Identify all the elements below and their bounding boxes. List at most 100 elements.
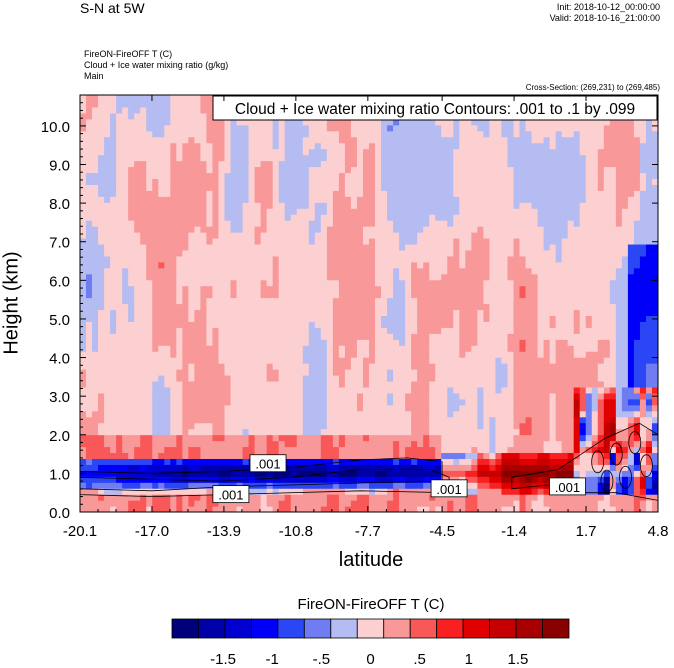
field-cell <box>405 196 412 203</box>
field-cell <box>164 488 171 495</box>
field-cell <box>477 178 484 185</box>
field-cell <box>110 202 117 209</box>
field-cell <box>308 345 316 352</box>
field-cell <box>332 208 340 215</box>
field-cell <box>164 363 171 370</box>
field-cell <box>164 154 171 162</box>
field-cell <box>375 255 382 263</box>
field-cell <box>489 488 497 495</box>
field-cell <box>362 196 370 203</box>
field-cell <box>356 392 364 400</box>
field-cell <box>356 374 364 382</box>
field-cell <box>278 476 286 483</box>
field-cell <box>459 130 466 138</box>
field-cell <box>501 232 509 239</box>
field-cell <box>122 363 129 370</box>
field-cell <box>483 434 491 442</box>
field-cell <box>86 410 93 418</box>
field-cell <box>212 416 220 424</box>
field-cell <box>104 494 111 501</box>
field-cell <box>278 440 286 448</box>
field-cell <box>182 398 189 406</box>
field-cell <box>320 154 328 162</box>
field-cell <box>272 184 280 191</box>
field-cell <box>80 404 87 412</box>
field-cell <box>182 440 189 448</box>
field-cell <box>194 315 202 322</box>
field-cell <box>110 255 117 263</box>
field-cell <box>399 398 406 406</box>
field-cell <box>122 106 129 114</box>
field-cell <box>290 184 298 191</box>
field-cell <box>176 166 183 174</box>
field-cell <box>362 184 370 191</box>
field-cell <box>459 243 466 251</box>
field-cell <box>417 357 424 364</box>
field-cell <box>146 476 153 483</box>
field-cell <box>134 220 141 227</box>
field-cell <box>230 410 238 418</box>
field-cell <box>164 327 171 334</box>
field-cell <box>405 351 412 358</box>
field-cell <box>423 363 430 370</box>
field-cell <box>489 178 497 185</box>
field-cell <box>465 374 472 382</box>
field-cell <box>344 202 352 209</box>
field-cell <box>405 124 412 132</box>
field-cell <box>417 130 424 138</box>
field-cell <box>104 208 111 215</box>
field-cell <box>92 351 99 358</box>
field-cell <box>236 243 244 251</box>
field-cell <box>381 428 388 436</box>
field-cell <box>350 380 358 388</box>
field-cell <box>158 470 165 477</box>
field-cell <box>356 154 364 162</box>
field-cell <box>501 404 509 412</box>
field-cell <box>92 327 99 334</box>
field-cell <box>441 363 448 370</box>
field-cell <box>477 226 484 233</box>
field-cell <box>152 142 159 150</box>
field-cell <box>471 273 478 281</box>
field-cell <box>429 261 436 269</box>
field-cell <box>399 220 406 227</box>
field-cell <box>134 446 141 454</box>
field-cell <box>441 398 448 406</box>
field-cell <box>411 464 418 471</box>
field-cell <box>308 142 316 150</box>
field-cell <box>260 118 268 126</box>
field-cell <box>362 410 370 418</box>
field-cell <box>140 386 147 394</box>
field-cell <box>212 470 220 477</box>
field-cell <box>411 369 418 376</box>
field-cell <box>146 249 153 257</box>
field-cell <box>272 398 280 406</box>
field-cell <box>495 369 503 376</box>
field-cell <box>152 345 159 352</box>
field-cell <box>248 178 256 185</box>
field-cell <box>332 363 340 370</box>
field-cell <box>170 422 177 430</box>
field-cell <box>218 315 226 322</box>
field-cell <box>164 470 171 477</box>
field-cell <box>254 386 262 394</box>
field-cell <box>92 154 99 162</box>
field-cell <box>483 404 491 412</box>
field-cell <box>320 249 328 257</box>
field-cell <box>254 160 262 168</box>
field-cell <box>350 351 358 358</box>
field-cell <box>332 351 340 358</box>
field-cell <box>399 148 406 156</box>
field-cell <box>146 428 153 436</box>
field-cell <box>290 202 298 209</box>
field-cell <box>230 321 238 328</box>
field-cell <box>284 273 292 281</box>
field-cell <box>110 440 117 448</box>
field-cell <box>308 124 316 132</box>
field-cell <box>158 434 165 442</box>
field-cell <box>399 279 406 287</box>
field-cell <box>116 482 123 489</box>
field-cell <box>140 422 147 430</box>
field-cell <box>146 154 153 162</box>
field-cell <box>483 154 491 162</box>
